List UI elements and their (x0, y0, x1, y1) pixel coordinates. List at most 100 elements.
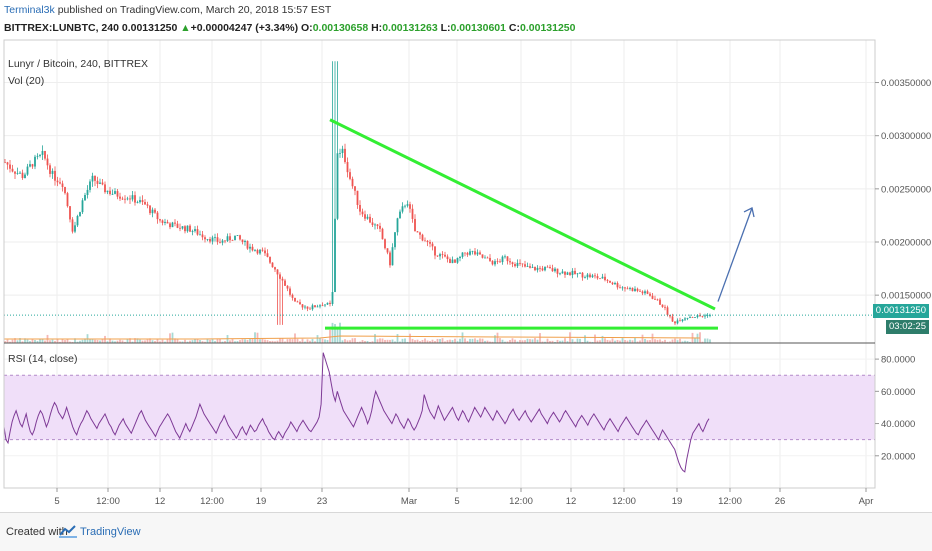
volume-bar (121, 340, 124, 343)
candle-body (456, 258, 459, 263)
candle-body (34, 156, 36, 167)
volume-bar (269, 340, 271, 343)
volume-bar (214, 341, 216, 343)
volume-bar (266, 340, 269, 343)
volume-bar (4, 341, 6, 343)
volume-bar (369, 341, 371, 343)
volume-bar (679, 338, 681, 343)
candle-body (169, 223, 171, 228)
volume-bar (654, 339, 656, 343)
candle-body (684, 318, 686, 320)
volume-bar (506, 341, 509, 343)
volume-bar (469, 338, 471, 343)
candle-body (171, 222, 174, 228)
candle-body (276, 269, 279, 275)
candle-body (364, 214, 366, 219)
volume-bar (319, 338, 321, 343)
volume-bar (619, 340, 621, 343)
volume-bar (161, 339, 164, 343)
candle-body (626, 288, 629, 290)
volume-bar (351, 338, 354, 343)
volume-bar (339, 322, 341, 343)
volume-bar (111, 340, 114, 343)
volume-bar (629, 339, 631, 343)
volume-bar (16, 340, 19, 343)
volume-bar (304, 341, 306, 343)
volume-bar (316, 335, 319, 343)
time-tick-label: 12:00 (200, 496, 224, 507)
volume-bar (579, 338, 581, 343)
volume-bar (459, 338, 461, 343)
publish-line: Terminal3k published on TradingView.com,… (4, 4, 331, 16)
volume-bar (146, 339, 149, 343)
author-link[interactable]: Terminal3k (4, 4, 55, 16)
candle-body (159, 219, 161, 221)
volume-bar (674, 338, 676, 343)
low-value: 0.00130601 (450, 22, 506, 34)
candle-body (671, 316, 674, 322)
volume-bar (324, 339, 326, 343)
candle-body (349, 172, 351, 179)
volume-bar (594, 334, 596, 343)
volume-bar (411, 338, 414, 343)
volume-bar (461, 332, 464, 343)
volume-bars (4, 322, 711, 343)
candle-body (124, 198, 126, 200)
last-price: 0.00131250 (121, 22, 178, 34)
candle-body (326, 302, 329, 305)
volume-bar (64, 340, 66, 343)
candle-body (279, 274, 281, 279)
candle-body (554, 268, 556, 272)
volume-bar (571, 339, 574, 343)
candle-body (26, 166, 29, 175)
candle-body (149, 205, 151, 214)
volume-bar (329, 329, 331, 343)
up-arrow-icon: ▲ (180, 22, 191, 34)
volume-bar (509, 340, 511, 343)
volume-bar (576, 338, 579, 343)
candle-body (194, 229, 196, 232)
candle-body (634, 288, 636, 292)
candle-body (434, 246, 436, 256)
candle-body (469, 251, 471, 255)
candle-body (584, 277, 586, 279)
candle-body (361, 211, 364, 215)
volume-bar (381, 338, 384, 343)
volume-bar (659, 339, 661, 343)
volume-bar (171, 332, 174, 343)
candle-body (189, 225, 191, 232)
footer: Created with TradingView (0, 512, 932, 551)
volume-bar (134, 338, 136, 343)
volume-bar (224, 341, 226, 343)
candle-body (336, 153, 339, 219)
volume-bar (396, 334, 399, 343)
volume-bar (421, 339, 424, 343)
volume-bar (584, 335, 586, 343)
tradingview-link[interactable]: TradingView (80, 526, 141, 538)
volume-bar (544, 341, 546, 343)
volume-bar (566, 341, 569, 343)
volume-bar (546, 338, 549, 343)
volume-bar (191, 340, 194, 343)
candle-body (691, 317, 694, 318)
volume-bar (464, 338, 466, 343)
candle-body (116, 191, 119, 197)
volume-bar (541, 341, 544, 343)
volume-bar (434, 341, 436, 343)
volume-bar (611, 338, 614, 343)
volume-bar (346, 340, 349, 343)
candle-body (14, 171, 16, 174)
tradingview-logo-icon[interactable] (58, 523, 78, 539)
volume-bar (406, 341, 409, 343)
candle-body (216, 237, 219, 242)
candle-body (161, 220, 164, 223)
volume-bar (646, 340, 649, 343)
candle-body (104, 184, 106, 193)
volume-bar (636, 341, 639, 343)
candle-body (511, 262, 514, 265)
candle-body (119, 196, 121, 199)
volume-bar (6, 339, 9, 343)
volume-bar (366, 341, 369, 343)
volume-bar (364, 341, 366, 343)
candle-body (441, 254, 444, 255)
